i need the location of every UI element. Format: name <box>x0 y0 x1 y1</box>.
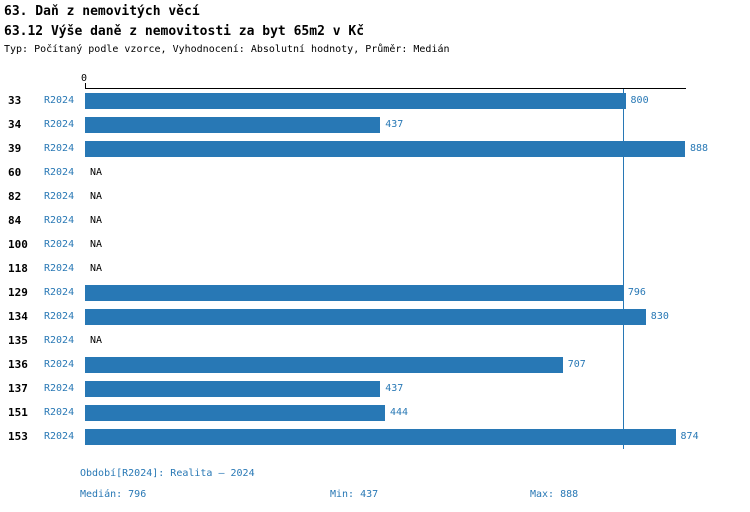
row-label: 84 <box>8 214 22 227</box>
bar-chart: 0 33 R2024 800 34 R2024 437 39 R2024 888 60 R2024 N… <box>0 70 750 455</box>
row-label: 82 <box>8 190 22 203</box>
row-label: 60 <box>8 166 22 179</box>
footer-period-label: Období[R2024]: Realita – 2024 <box>80 468 255 479</box>
row-period-label: R2024 <box>44 95 75 106</box>
bar-value-label: 874 <box>680 431 699 442</box>
row-period-label: R2024 <box>44 239 75 250</box>
chart-rows: 33 R2024 800 34 R2024 437 39 R2024 888 60 R2024 NA 8… <box>0 89 750 449</box>
bar <box>85 285 623 301</box>
bar <box>85 357 563 373</box>
footer-min-label: Min: 437 <box>330 489 379 500</box>
footer-median-label: Medián: 796 <box>80 489 147 500</box>
row-period-label: R2024 <box>44 311 75 322</box>
axis-origin-label: 0 <box>81 73 88 84</box>
median-line <box>622 89 624 449</box>
chart-row: 118 R2024 NA <box>0 257 750 281</box>
chart-row: 151 R2024 444 <box>0 401 750 425</box>
chart-row: 134 R2024 830 <box>0 305 750 329</box>
row-period-label: R2024 <box>44 143 75 154</box>
axis-line <box>85 88 686 89</box>
bar-value-label: 437 <box>385 383 404 394</box>
bar <box>85 117 381 133</box>
row-label: 134 <box>8 310 28 323</box>
chart-row: 82 R2024 NA <box>0 185 750 209</box>
row-period-label: R2024 <box>44 359 75 370</box>
row-label: 137 <box>8 382 28 395</box>
bar <box>85 93 626 109</box>
chart-row: 136 R2024 707 <box>0 353 750 377</box>
bar-value-label: 830 <box>650 311 669 322</box>
row-label: 135 <box>8 334 28 347</box>
bar-value-label: 888 <box>690 143 709 154</box>
chart-row: 129 R2024 796 <box>0 281 750 305</box>
row-label: 136 <box>8 358 28 371</box>
row-na-label: NA <box>90 335 103 346</box>
row-period-label: R2024 <box>44 215 75 226</box>
chart-row: 153 R2024 874 <box>0 425 750 449</box>
chart-row: 100 R2024 NA <box>0 233 750 257</box>
bar-value-label: 437 <box>385 119 404 130</box>
row-period-label: R2024 <box>44 119 75 130</box>
row-label: 39 <box>8 142 22 155</box>
row-label: 118 <box>8 262 28 275</box>
row-label: 129 <box>8 286 28 299</box>
row-period-label: R2024 <box>44 335 75 346</box>
axis-tick <box>85 83 86 88</box>
row-period-label: R2024 <box>44 287 75 298</box>
bar <box>85 429 676 445</box>
row-na-label: NA <box>90 263 103 274</box>
page-title: 63. Daň z nemovitých věcí <box>4 4 200 19</box>
chart-row: 60 R2024 NA <box>0 161 750 185</box>
row-period-label: R2024 <box>44 383 75 394</box>
chart-row: 84 R2024 NA <box>0 209 750 233</box>
bar-value-label: 444 <box>390 407 409 418</box>
bar <box>85 141 685 157</box>
row-label: 153 <box>8 430 28 443</box>
bar-value-label: 707 <box>567 359 586 370</box>
chart-row: 137 R2024 437 <box>0 377 750 401</box>
footer-max-label: Max: 888 <box>530 489 579 500</box>
bar-value-label: 796 <box>627 287 646 298</box>
chart-meta-line: Typ: Počítaný podle vzorce, Vyhodnocení:… <box>4 44 450 55</box>
bar <box>85 309 646 325</box>
row-na-label: NA <box>90 239 103 250</box>
row-label: 33 <box>8 94 22 107</box>
chart-row: 34 R2024 437 <box>0 113 750 137</box>
bar-value-label: 800 <box>630 95 649 106</box>
row-period-label: R2024 <box>44 263 75 274</box>
chart-row: 135 R2024 NA <box>0 329 750 353</box>
row-period-label: R2024 <box>44 191 75 202</box>
row-label: 100 <box>8 238 28 251</box>
row-period-label: R2024 <box>44 167 75 178</box>
bar <box>85 405 385 421</box>
row-na-label: NA <box>90 191 103 202</box>
row-na-label: NA <box>90 215 103 226</box>
row-na-label: NA <box>90 167 103 178</box>
bar <box>85 381 381 397</box>
row-period-label: R2024 <box>44 431 75 442</box>
chart-row: 39 R2024 888 <box>0 137 750 161</box>
row-label: 34 <box>8 118 22 131</box>
row-period-label: R2024 <box>44 407 75 418</box>
chart-subtitle: 63.12 Výše daně z nemovitosti za byt 65m… <box>4 24 365 39</box>
chart-row: 33 R2024 800 <box>0 89 750 113</box>
row-label: 151 <box>8 406 28 419</box>
